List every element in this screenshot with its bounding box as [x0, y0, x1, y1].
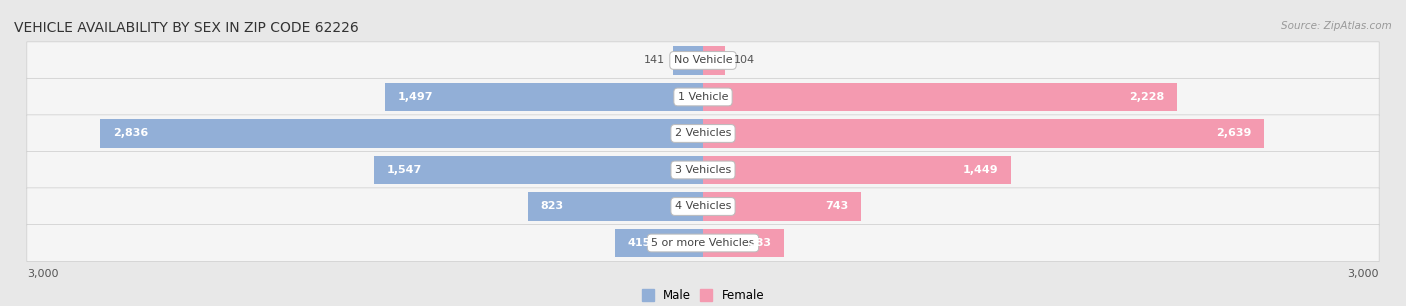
- Text: 4 Vehicles: 4 Vehicles: [675, 201, 731, 211]
- Bar: [703, 83, 1177, 111]
- Text: 1,547: 1,547: [387, 165, 422, 175]
- Text: 2,836: 2,836: [112, 129, 148, 139]
- Text: 1 Vehicle: 1 Vehicle: [678, 92, 728, 102]
- FancyBboxPatch shape: [27, 115, 1379, 152]
- Text: 1,497: 1,497: [398, 92, 433, 102]
- FancyBboxPatch shape: [27, 42, 1379, 79]
- Bar: [100, 119, 703, 148]
- FancyBboxPatch shape: [27, 151, 1379, 188]
- Text: VEHICLE AVAILABILITY BY SEX IN ZIP CODE 62226: VEHICLE AVAILABILITY BY SEX IN ZIP CODE …: [14, 21, 359, 35]
- Bar: [703, 156, 1011, 184]
- Text: 823: 823: [541, 201, 564, 211]
- Text: 5 or more Vehicles: 5 or more Vehicles: [651, 238, 755, 248]
- Bar: [614, 229, 703, 257]
- Text: 415: 415: [627, 238, 651, 248]
- Text: 1,449: 1,449: [963, 165, 998, 175]
- Text: 2 Vehicles: 2 Vehicles: [675, 129, 731, 139]
- Bar: [673, 46, 703, 75]
- Bar: [529, 192, 703, 221]
- Text: 104: 104: [734, 55, 755, 65]
- FancyBboxPatch shape: [27, 224, 1379, 262]
- Text: 743: 743: [825, 201, 848, 211]
- Text: 2,228: 2,228: [1129, 92, 1164, 102]
- Bar: [703, 229, 785, 257]
- Text: 3 Vehicles: 3 Vehicles: [675, 165, 731, 175]
- Text: 3,000: 3,000: [27, 269, 58, 279]
- Text: Source: ZipAtlas.com: Source: ZipAtlas.com: [1281, 21, 1392, 32]
- Legend: Male, Female: Male, Female: [638, 285, 768, 305]
- Text: No Vehicle: No Vehicle: [673, 55, 733, 65]
- Text: 383: 383: [748, 238, 772, 248]
- Bar: [703, 46, 725, 75]
- Text: 2,639: 2,639: [1216, 129, 1251, 139]
- FancyBboxPatch shape: [27, 188, 1379, 225]
- FancyBboxPatch shape: [27, 78, 1379, 116]
- Text: 3,000: 3,000: [1348, 269, 1379, 279]
- Bar: [703, 119, 1264, 148]
- Bar: [703, 192, 860, 221]
- Text: 141: 141: [644, 55, 665, 65]
- Bar: [374, 156, 703, 184]
- Bar: [385, 83, 703, 111]
